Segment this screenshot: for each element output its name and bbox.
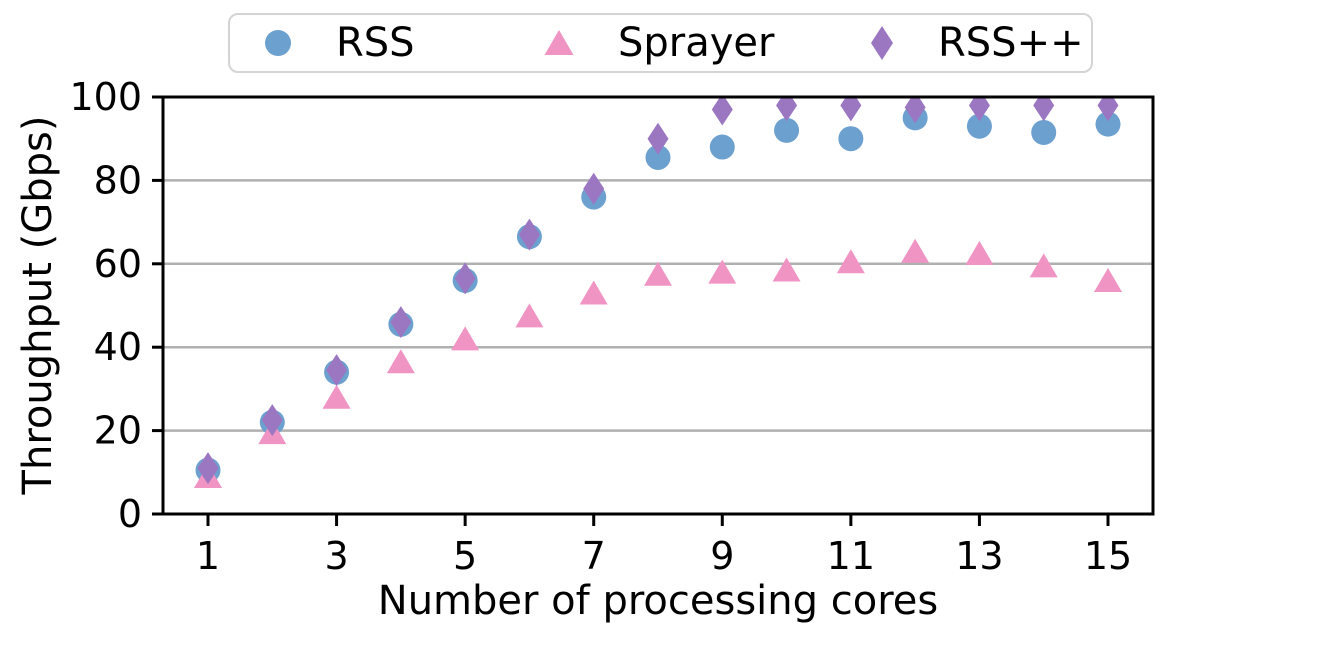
x-tick-label-1: 1 [196,534,220,578]
legend: RSS Sprayer RSS++ [228,13,1093,73]
x-tick-label-7: 7 [582,534,606,578]
sprayer-triangle-icon [544,30,574,55]
series-sprayer [194,238,1122,488]
y-tick-label-0: 0 [118,492,142,536]
y-tick-label-40: 40 [94,325,142,369]
x-tick-label-5: 5 [453,534,477,578]
legend-entry-sprayer: Sprayer [544,15,774,71]
rss-circle-icon [265,30,291,56]
y-axis-label: Throughput (Gbps) [15,115,61,495]
legend-label-rss-plus-plus: RSS++ [938,20,1084,66]
y-tick-label-100: 100 [69,75,142,119]
x-tick-label-9: 9 [710,534,734,578]
legend-entry-rss-plus-plus: RSS++ [870,15,1084,71]
series-rss [195,105,1121,483]
plot-spines [161,95,1155,516]
y-tick-label-20: 20 [94,409,142,453]
legend-entry-rss: RSS [264,15,415,71]
y-tick-label-80: 80 [94,158,142,202]
legend-label-rss: RSS [336,20,415,66]
y-tick-label-60: 60 [94,242,142,286]
x-tick-label-15: 15 [1084,534,1132,578]
x-tick-label-13: 13 [955,534,1003,578]
series-rsspp [197,97,1119,485]
legend-label-sprayer: Sprayer [618,20,775,66]
x-axis-label: Number of processing cores [377,578,939,624]
x-tick-label-11: 11 [827,534,875,578]
rss-plus-plus-diamond-icon [871,26,893,60]
x-tick-label-3: 3 [324,534,348,578]
